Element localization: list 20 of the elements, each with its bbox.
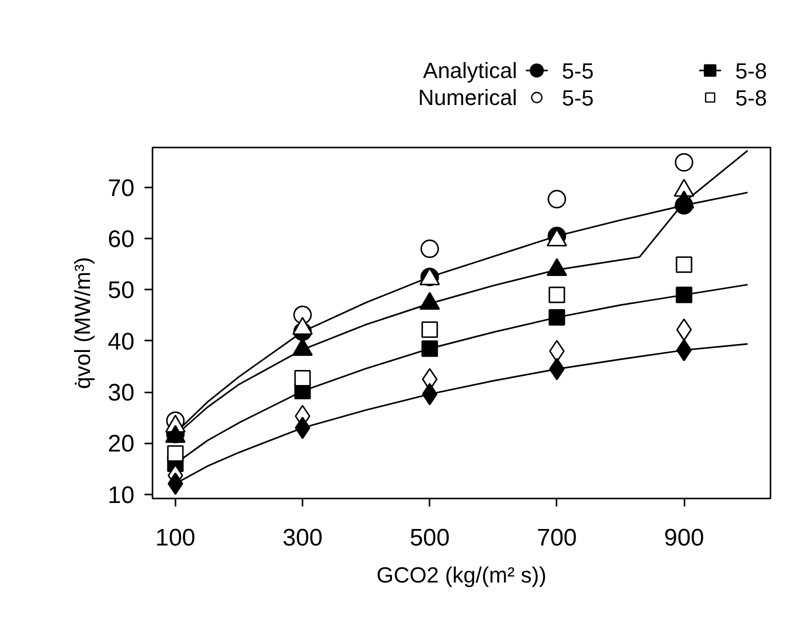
- y-tick-label: 20: [108, 430, 135, 458]
- text: Numerical: [418, 85, 518, 110]
- y-axis-title: q̇vol (MW/m³): [70, 257, 95, 389]
- x-tick-label: 700: [536, 524, 577, 552]
- y-tick-label: 10: [108, 482, 135, 509]
- legend-label: 5-8: [735, 58, 768, 84]
- legend-label: 5-8: [735, 86, 768, 110]
- x-tick-label: 300: [282, 524, 323, 552]
- text: Analytical: [423, 58, 518, 83]
- x-axis-title: GCO2 (kg/(m² s)): [376, 562, 546, 588]
- y-tick-label: 40: [108, 328, 135, 356]
- legend-label: 5-5: [562, 58, 594, 84]
- y-tick-label: 70: [108, 174, 135, 202]
- legend-label: 5-5: [562, 86, 594, 110]
- y-tick-label: 60: [108, 226, 135, 254]
- y-tick-label: 30: [108, 380, 135, 407]
- x-tick-label: 500: [410, 524, 450, 552]
- x-tick-label: 900: [664, 524, 704, 552]
- y-tick-label: 50: [108, 277, 135, 304]
- x-tick-label: 100: [155, 524, 196, 552]
